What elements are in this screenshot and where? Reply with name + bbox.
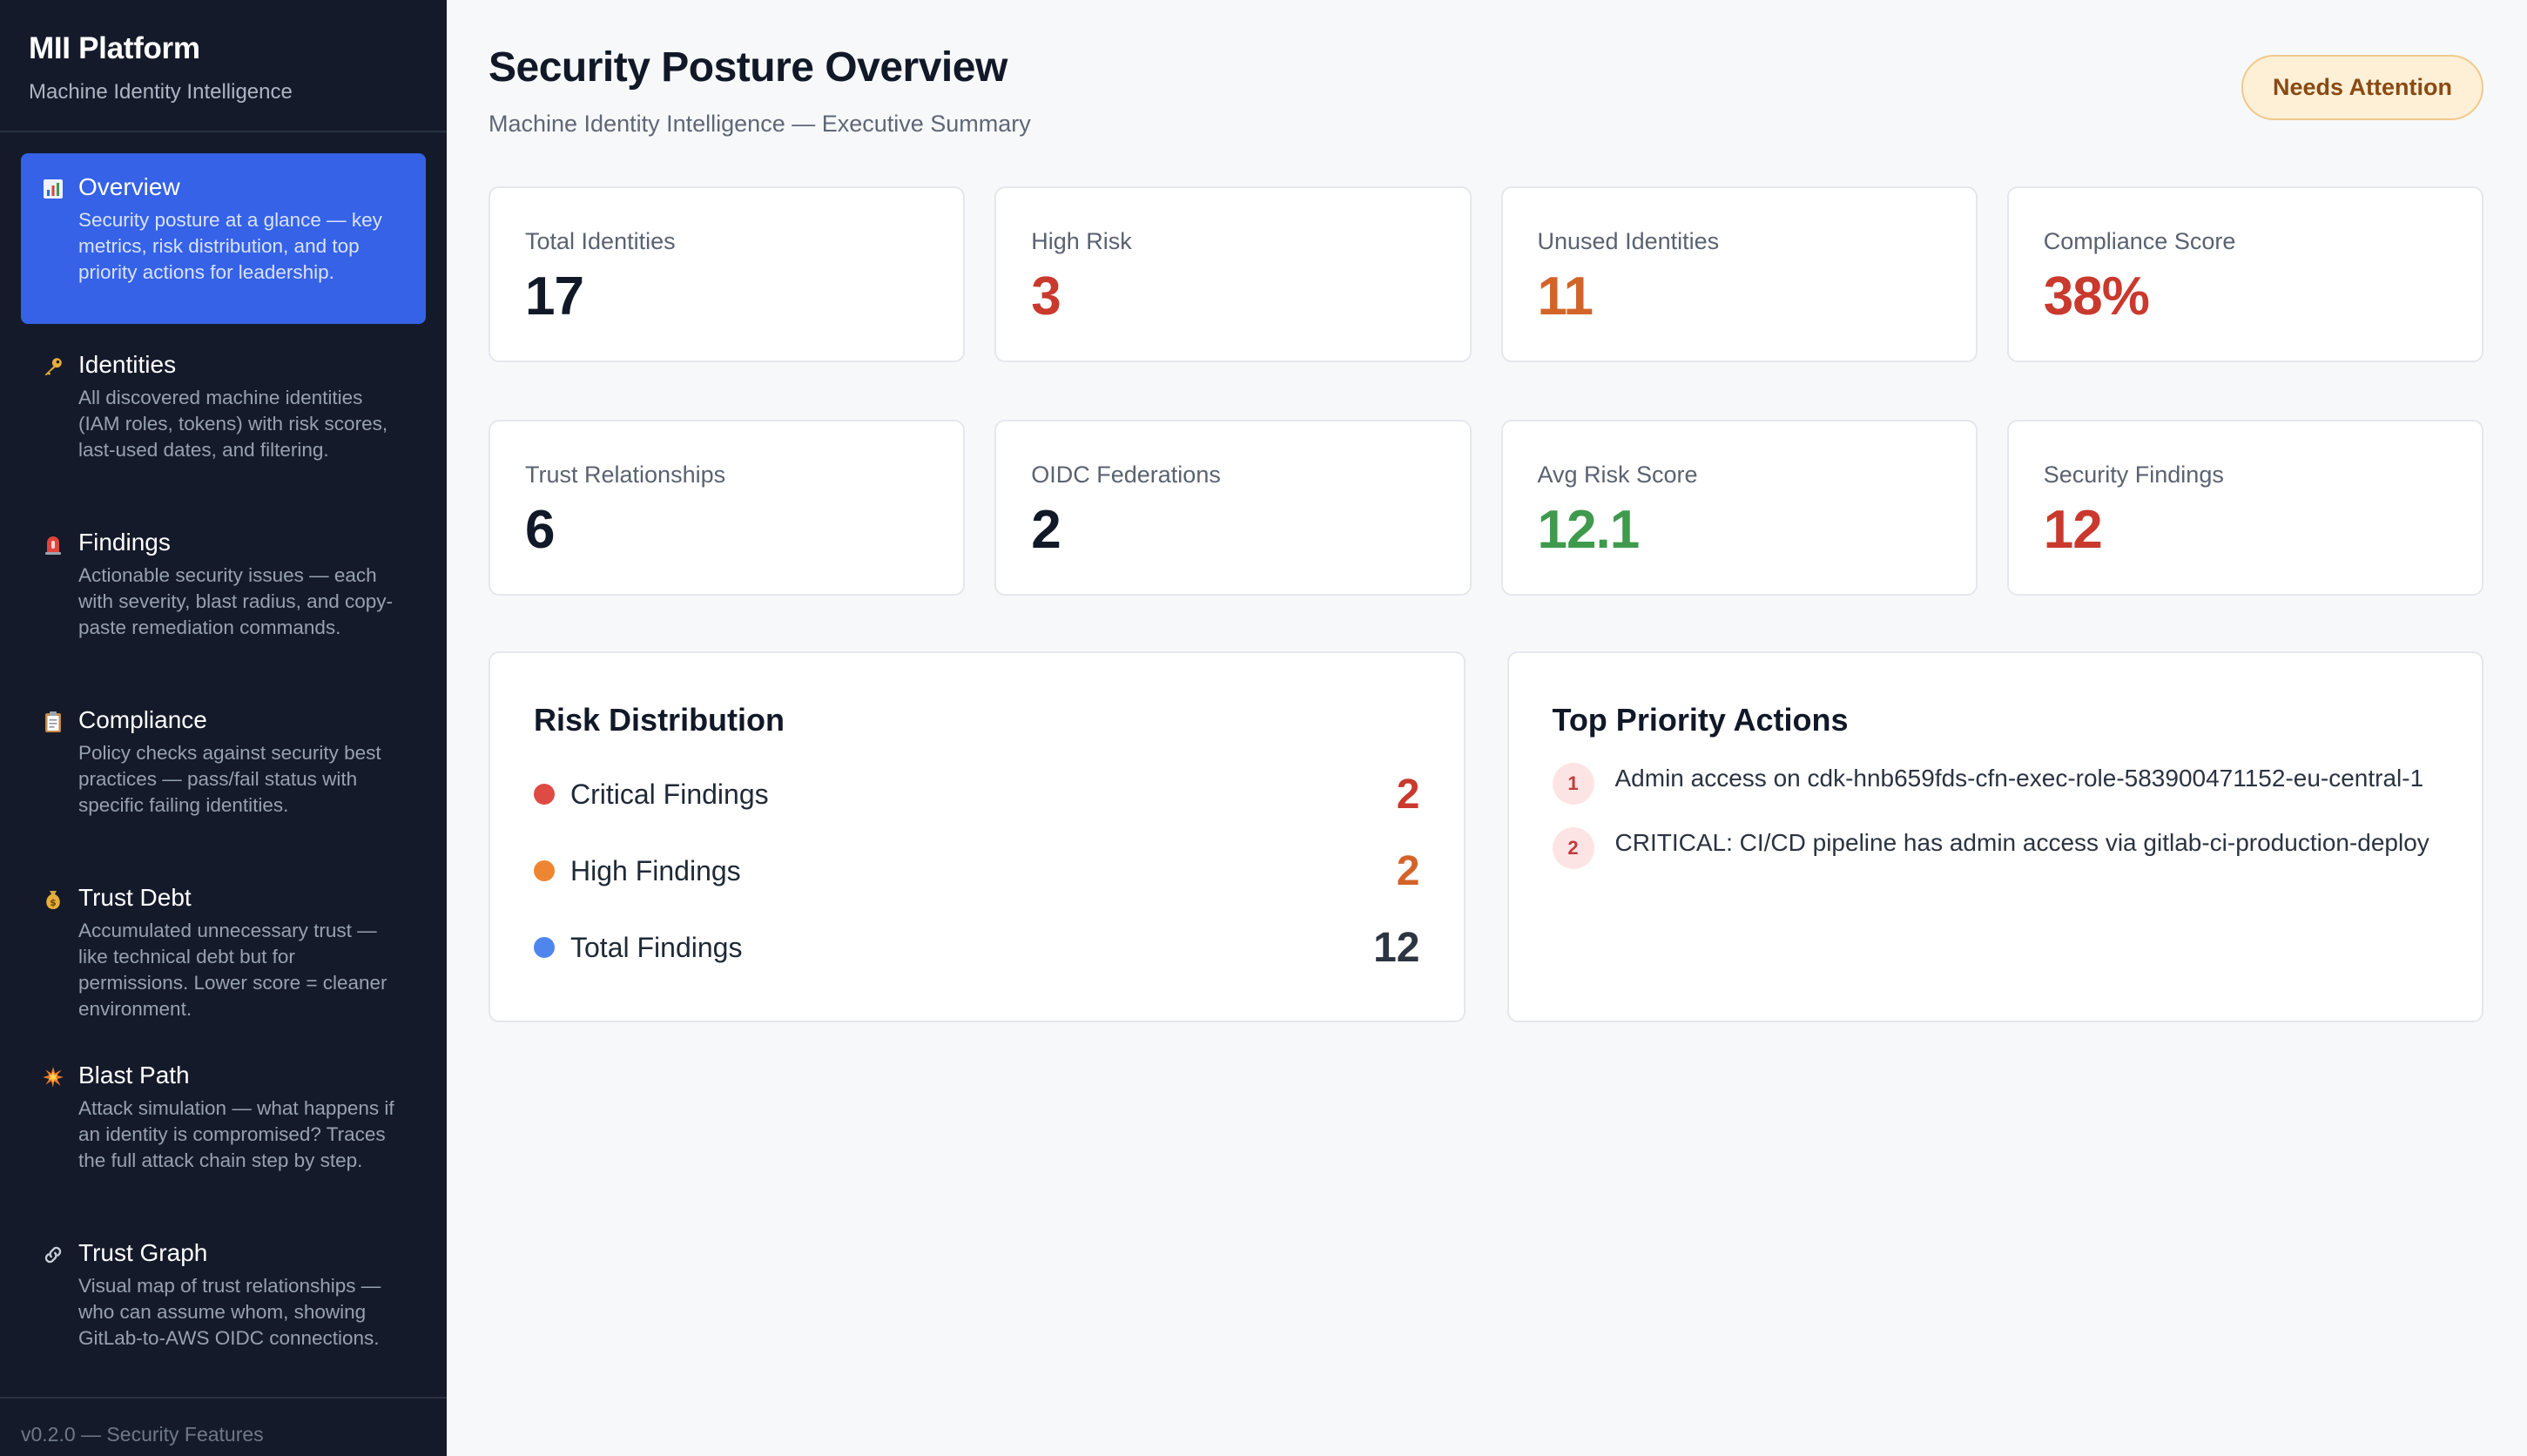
risk-row-high: High Findings 2 [534, 832, 1420, 909]
brand-title: MII Platform [29, 31, 200, 65]
brand: MII Platform Machine Identity Intelligen… [0, 0, 447, 132]
risk-distribution-list: Critical Findings 2 High Findings 2 Tota… [534, 756, 1420, 986]
metric-value: 17 [525, 266, 584, 327]
sidebar-nav: Overview Security posture at a glance — … [0, 132, 447, 1397]
risk-value: 2 [1396, 771, 1420, 818]
priority-actions-list: 1 Admin access on cdk-hnb659fds-cfn-exec… [1552, 761, 2439, 869]
sidebar-item-compliance[interactable]: Compliance Policy checks against securit… [21, 686, 426, 857]
version-label: v0.2.0 — Security Features [0, 1397, 447, 1456]
siren-icon [40, 531, 66, 557]
metric-label: High Risk [1031, 228, 1132, 254]
main-content: Security Posture Overview Machine Identi… [447, 0, 2527, 1456]
risk-value: 2 [1396, 847, 1420, 894]
metric-card-compliance-score: Compliance Score 38% [2006, 186, 2483, 362]
panel-title: Risk Distribution [534, 702, 785, 738]
risk-distribution-panel: Risk Distribution Critical Findings 2 Hi… [489, 651, 1466, 1022]
metric-card-trust-relationships: Trust Relationships 6 [489, 420, 966, 596]
sidebar-item-description: Actionable security issues — each with s… [78, 564, 393, 638]
metric-value: 6 [525, 500, 555, 560]
metric-value: 12 [2043, 500, 2103, 560]
priority-number-badge: 2 [1552, 827, 1594, 869]
metric-card-security-findings: Security Findings 12 [2006, 420, 2483, 596]
priority-action-text: Admin access on cdk-hnb659fds-cfn-exec-r… [1614, 765, 2424, 792]
sidebar-item-label: Trust Graph [78, 1239, 208, 1266]
metric-card-total-identities: Total Identities 17 [489, 186, 966, 362]
status-dot-icon [534, 937, 555, 958]
metric-label: Trust Relationships [525, 462, 726, 488]
money-bag-icon: $ [40, 886, 66, 913]
metric-card-high-risk: High Risk 3 [994, 186, 1472, 362]
page-subtitle: Machine Identity Intelligence — Executiv… [489, 111, 1031, 137]
risk-label: Critical Findings [570, 778, 769, 810]
sidebar-item-description: Accumulated unnecessary trust — like tec… [78, 920, 387, 1020]
sidebar-item-trust-graph[interactable]: Trust Graph Visual map of trust relation… [21, 1219, 426, 1390]
risk-label: Total Findings [570, 931, 743, 963]
sidebar-item-label: Blast Path [78, 1062, 190, 1089]
metric-card-oidc-federations: OIDC Federations 2 [994, 420, 1472, 596]
sidebar-item-label: Compliance [78, 706, 207, 733]
sidebar-item-identities[interactable]: Identities All discovered machine identi… [21, 331, 426, 502]
page-title: Security Posture Overview [489, 44, 1007, 91]
priority-number-badge: 1 [1552, 763, 1594, 805]
risk-row-critical: Critical Findings 2 [534, 756, 1420, 832]
priority-action-item[interactable]: 1 Admin access on cdk-hnb659fds-cfn-exec… [1552, 761, 2439, 805]
priority-actions-panel: Top Priority Actions 1 Admin access on c… [1506, 651, 2483, 1022]
status-dot-icon [534, 784, 555, 805]
metric-label: Total Identities [525, 228, 676, 254]
risk-label: High Findings [570, 854, 741, 886]
sidebar-item-overview[interactable]: Overview Security posture at a glance — … [21, 153, 426, 324]
svg-text:$: $ [50, 897, 57, 908]
brand-subtitle: Machine Identity Intelligence [29, 80, 293, 104]
sidebar-item-label: Findings [78, 529, 171, 556]
metric-value: 3 [1031, 266, 1061, 327]
priority-action-text: CRITICAL: CI/CD pipeline has admin acces… [1614, 829, 2429, 856]
sidebar: MII Platform Machine Identity Intelligen… [0, 0, 447, 1456]
metric-label: Unused Identities [1537, 228, 1720, 254]
metric-value: 12.1 [1537, 500, 1641, 560]
page-header: Security Posture Overview Machine Identi… [489, 44, 2483, 188]
metric-card-avg-risk-score: Avg Risk Score 12.1 [1500, 420, 1978, 596]
metric-label: Compliance Score [2043, 228, 2236, 254]
priority-action-item[interactable]: 2 CRITICAL: CI/CD pipeline has admin acc… [1552, 826, 2439, 869]
panels-row: Risk Distribution Critical Findings 2 Hi… [489, 651, 2483, 1022]
clipboard-icon [40, 709, 66, 735]
metric-card-unused-identities: Unused Identities 11 [1500, 186, 1978, 362]
panel-title: Top Priority Actions [1552, 702, 1849, 738]
sidebar-item-description: Security posture at a glance — key metri… [78, 209, 382, 283]
sidebar-item-trust-debt[interactable]: $ Trust Debt Accumulated unnecessary tru… [21, 864, 426, 1035]
sidebar-item-description: Visual map of trust relationships — who … [78, 1275, 381, 1349]
sidebar-item-description: Attack simulation — what happens if an i… [78, 1097, 394, 1171]
metric-label: Security Findings [2043, 462, 2224, 488]
key-icon [40, 354, 66, 380]
metric-value: 11 [1537, 266, 1594, 327]
sidebar-item-label: Identities [78, 351, 177, 378]
metric-label: OIDC Federations [1031, 462, 1221, 488]
sidebar-item-description: All discovered machine identities (IAM r… [78, 387, 388, 461]
sidebar-item-label: Trust Debt [78, 884, 192, 911]
sidebar-item-label: Overview [78, 173, 180, 200]
risk-value: 12 [1373, 924, 1420, 971]
sidebar-item-description: Policy checks against security best prac… [78, 742, 381, 816]
risk-row-total: Total Findings 12 [534, 909, 1420, 986]
metric-value: 2 [1031, 500, 1061, 560]
metric-label: Avg Risk Score [1537, 462, 1698, 488]
metrics-row-primary: Total Identities 17 High Risk 3 Unused I… [489, 186, 2483, 362]
bar-chart-icon [40, 176, 66, 202]
sidebar-item-findings[interactable]: Findings Actionable security issues — ea… [21, 509, 426, 679]
status-dot-icon [534, 860, 555, 881]
explosion-icon [40, 1064, 66, 1090]
status-badge: Needs Attention [2241, 55, 2483, 120]
link-icon [40, 1242, 66, 1268]
metric-value: 38% [2043, 266, 2150, 327]
sidebar-item-blast-path[interactable]: Blast Path Attack simulation — what happ… [21, 1041, 426, 1212]
metrics-row-secondary: Trust Relationships 6 OIDC Federations 2… [489, 420, 2483, 596]
